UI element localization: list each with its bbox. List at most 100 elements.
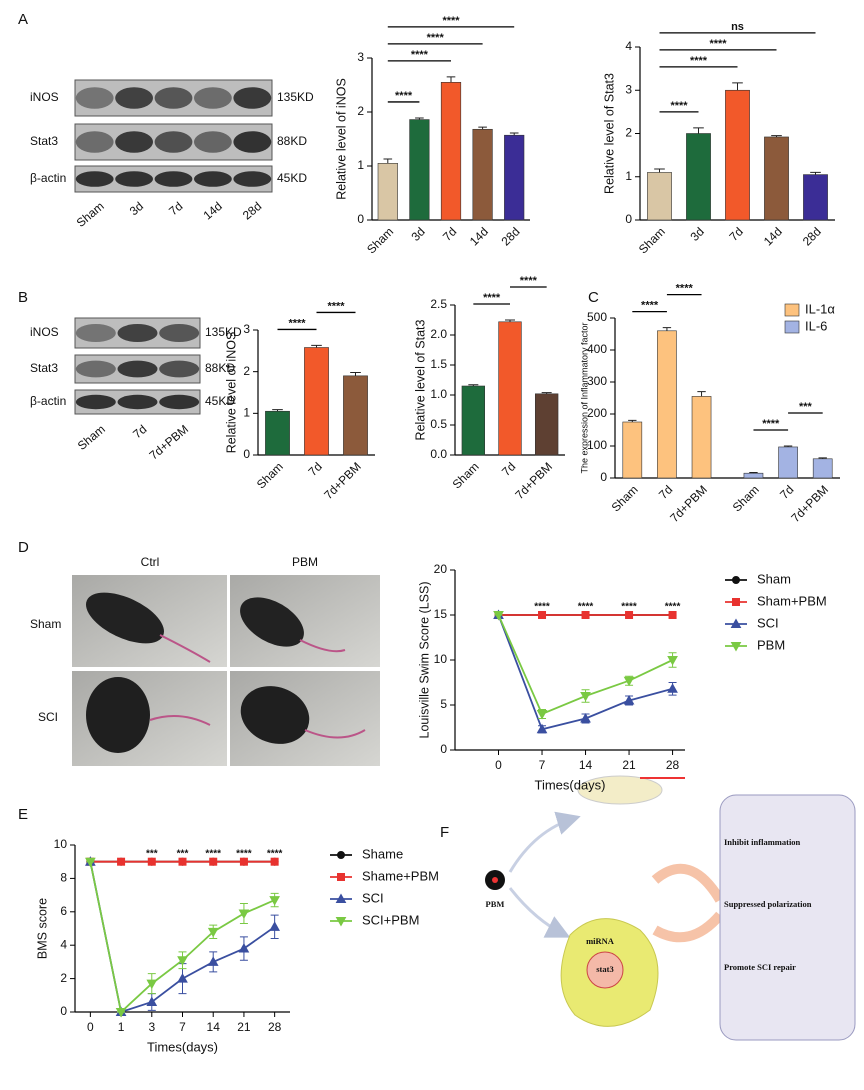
protein-label: β-actin [30,171,66,185]
significance-label: **** [288,317,306,329]
bar [377,163,398,221]
blot-band [75,171,114,187]
size-label: 88KD [277,134,307,148]
y-tick-label: 1 [357,158,364,172]
marker [269,921,280,931]
bar [498,321,522,456]
bar [440,82,462,221]
x-tick-label: 7d [656,482,675,501]
marker [538,611,547,619]
marker [335,893,347,903]
error-bar [628,419,637,422]
y-tick-label: 100 [587,438,607,452]
x-tick-label: 28d [800,224,824,248]
y-axis-label: Relative level of iNOS [224,332,238,454]
y-tick-label: 2.5 [430,297,447,311]
y-tick-label: 400 [587,342,607,356]
y-tick-label: 0 [60,1004,67,1018]
legend-swatch [784,320,800,334]
blot-band [233,131,272,153]
photo-row-label: Sham [30,617,61,631]
y-tick-label: 2 [60,971,67,985]
error-bar [818,457,827,459]
significance-label: **** [690,55,708,67]
x-axis-label: Times(days) [147,1039,218,1054]
error-bar [697,391,706,397]
y-tick-label: 2.0 [430,327,447,341]
y-tick-label: 3 [243,322,250,336]
x-tick-label: Sham [254,459,286,491]
marker [207,927,219,938]
mouse-illustration [577,775,663,805]
significance-label: ns [731,21,744,33]
x-tick-label: 7d+PBM [512,459,555,502]
legend-label: PBM [757,637,785,652]
blot-band [75,394,116,410]
panel-label: D [18,539,29,556]
marker [623,676,635,687]
x-tick-label: 28 [268,1020,282,1034]
marker [581,611,590,619]
y-tick-label: 20 [434,562,448,576]
y-tick-label: 300 [587,374,607,388]
marker [732,576,740,584]
bar [534,393,559,456]
significance-label: **** [236,848,252,859]
mouse [240,686,310,744]
marker [668,611,677,619]
arrow [508,887,571,938]
protein-label: iNOS [30,325,59,339]
blot-band [154,171,193,187]
x-tick-label: Sham [364,224,396,256]
significance-label: **** [534,602,550,613]
lane-label: 3d [127,199,146,218]
bar [725,89,750,221]
error-bar [732,82,743,91]
x-tick-label: Sham [450,459,482,491]
marker [269,896,280,906]
y-tick-label: 5 [440,697,447,711]
y-tick-label: 500 [587,310,607,324]
mouse [86,677,150,753]
significance-label: **** [411,49,429,61]
bar [265,410,290,456]
marker [178,857,187,866]
blot-band [115,87,154,109]
blot-band [193,131,232,153]
panel-label: B [18,289,28,306]
error-bar [783,445,793,447]
blot-band [115,131,154,153]
blot-band [233,87,272,109]
panel-label: E [18,806,28,823]
x-tick-label: Sham [730,482,762,514]
x-tick-label: Sham [636,224,668,256]
marker [580,692,591,702]
marker [335,917,347,927]
bar [461,385,486,456]
blot-band [154,131,193,153]
x-tick-label: 0 [87,1020,94,1034]
error-bar [468,384,479,386]
outcome-label: Promote SCI repair [724,962,796,972]
marker [146,979,158,990]
error-bar [272,409,283,412]
error-bar [415,117,424,120]
protein-label: Stat3 [30,134,58,148]
blot-band [117,394,158,410]
x-tick-label: 7d [727,224,746,243]
significance-label: *** [177,848,189,859]
x-tick-label: 21 [237,1020,251,1034]
x-tick-label: 14d [467,224,491,248]
marker [238,943,250,953]
marker [209,857,218,866]
diagram [485,775,856,1041]
y-tick-label: 1 [625,169,632,183]
blot-band [159,394,200,410]
significance-label: **** [665,602,681,613]
x-tick-label: 7d+PBM [667,482,710,525]
significance-label: **** [327,300,345,312]
outcome-label: Inhibit inflammation [724,837,801,847]
lane-label: 7d+PBM [147,422,192,463]
marker [207,956,219,966]
blot-band [233,171,272,187]
